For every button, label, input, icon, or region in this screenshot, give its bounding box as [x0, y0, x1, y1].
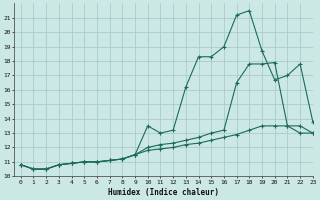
X-axis label: Humidex (Indice chaleur): Humidex (Indice chaleur) [108, 188, 219, 197]
